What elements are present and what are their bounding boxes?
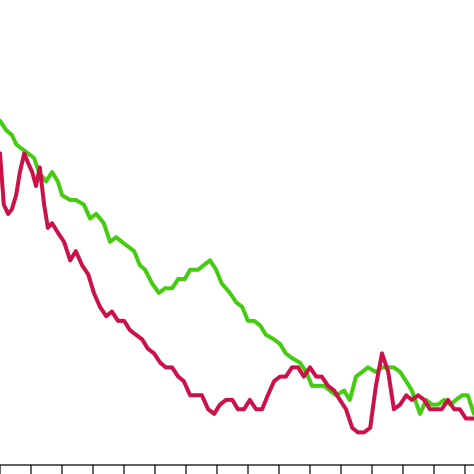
series-layer (0, 118, 474, 435)
series-line-1 (0, 118, 474, 416)
series-line-2 (0, 151, 474, 435)
x-axis-ticks (0, 465, 466, 474)
